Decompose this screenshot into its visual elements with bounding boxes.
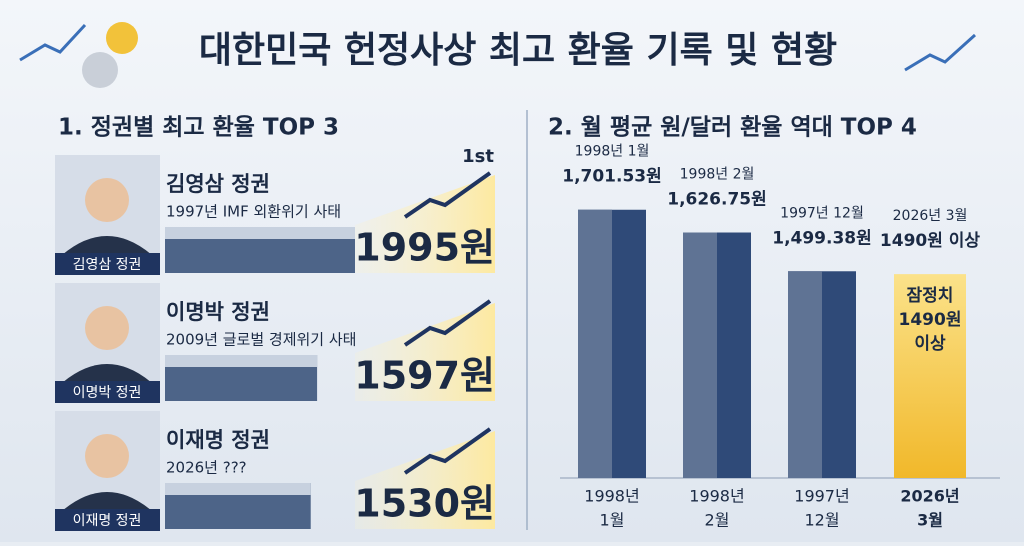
- portrait-head: [85, 178, 129, 222]
- x-label: 1월: [600, 511, 625, 530]
- portrait-head: [85, 434, 129, 478]
- section-title: 1. 정권별 최고 환율 TOP 3: [58, 115, 339, 141]
- section-title: 2. 월 평균 원/달러 환율 역대 TOP 4: [548, 115, 917, 141]
- trend-area: [355, 303, 495, 401]
- portrait-caption: 이재명 정권: [73, 513, 142, 529]
- bar-note: 이상: [914, 334, 946, 354]
- header-deco: [19, 22, 977, 88]
- bar-note: 잠정치: [907, 286, 954, 306]
- caption-bg: [55, 253, 160, 275]
- trend-area: [355, 175, 495, 273]
- value-label: 1,626.75원: [667, 190, 767, 210]
- regime-desc: 1997년 IMF 외환위기 사태: [166, 203, 341, 221]
- value-label: 1597원: [354, 354, 495, 398]
- x-label: 2026년: [900, 487, 959, 506]
- date-label: 1998년 2월: [680, 167, 755, 183]
- x-label: 3월: [917, 511, 943, 530]
- trend-area: [355, 431, 495, 529]
- value-label: 1490원 이상: [880, 231, 981, 251]
- x-label: 1998년: [689, 487, 744, 506]
- bar-top: [165, 227, 355, 239]
- trend-arrow: [403, 171, 492, 219]
- regime-desc: 2009년 글로벌 경제위기 사태: [166, 331, 356, 349]
- trend-arrow: [403, 427, 492, 475]
- value-label: 1,499.38원: [772, 228, 872, 248]
- bar-shade: [788, 271, 822, 478]
- bar-shade: [683, 232, 717, 478]
- date-label: 1997년 12월: [780, 205, 864, 221]
- portrait-head: [85, 306, 129, 350]
- portrait-caption: 이명박 정권: [73, 385, 142, 401]
- x-label: 12월: [804, 511, 839, 530]
- portrait-caption: 김영삼 정권: [73, 257, 142, 273]
- rank-label: 1st: [462, 146, 494, 167]
- bar-note: 1490원: [899, 310, 962, 330]
- regime-name: 김영삼 정권: [166, 172, 270, 196]
- bar-top: [165, 483, 311, 495]
- value-label: 1530원: [354, 482, 495, 526]
- x-label: 2월: [705, 511, 730, 530]
- regime-name: 이명박 정권: [166, 300, 270, 324]
- value-label: 1995원: [354, 226, 495, 270]
- regime-name: 이재명 정권: [166, 428, 270, 452]
- caption-bg: [55, 509, 160, 531]
- bar-shade: [578, 209, 612, 479]
- date-label: 2026년 3월: [893, 208, 968, 224]
- trend-arrow: [403, 299, 492, 347]
- date-label: 1998년 1월: [575, 144, 650, 160]
- caption-bg: [55, 381, 160, 403]
- bar: [894, 274, 966, 478]
- regime-desc: 2026년 ???: [166, 459, 247, 477]
- value-label: 1,701.53원: [562, 167, 662, 187]
- x-label: 1997년: [794, 487, 849, 506]
- x-label: 1998년: [584, 487, 639, 506]
- title: 대한민국 헌정사상 최고 환율 기록 및 현황: [199, 30, 837, 71]
- bar-top: [165, 355, 318, 367]
